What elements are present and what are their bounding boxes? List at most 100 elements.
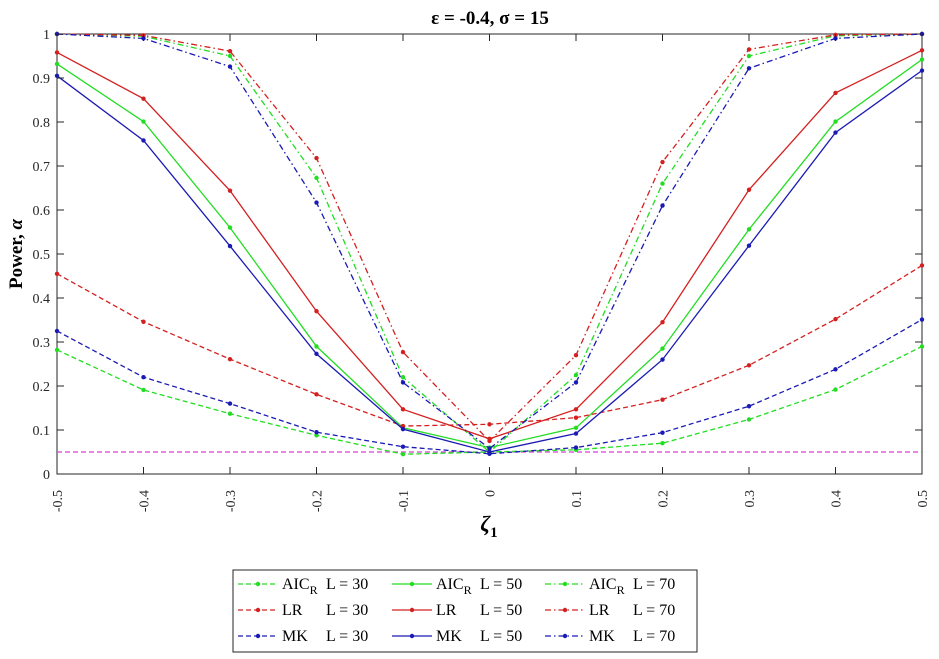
x-tick-label: -0.4 [138, 490, 153, 512]
data-point [141, 96, 146, 101]
legend-label: AICR L = 30 [282, 576, 368, 597]
data-point [746, 66, 752, 71]
data-point [833, 119, 838, 124]
legend-label: AICR L = 50 [436, 576, 522, 597]
x-axis-label-subscript: 1 [490, 525, 498, 541]
legend-entry: MK L = 30 [238, 628, 368, 645]
axis-ticks: -0.5 -0.4 -0.3 -0.2 -0.1 0 0.1 0.2 0.3 0.4 0.5 0 0.1… [33, 28, 932, 512]
data-point [227, 53, 233, 59]
x-tick-label: 0.1 [570, 490, 585, 508]
x-tick-label: 0.3 [743, 490, 758, 508]
data-point [227, 188, 233, 193]
data-point [314, 175, 319, 181]
x-tick-label: -0.2 [311, 490, 326, 512]
legend-method: AIC [282, 576, 310, 593]
data-point [919, 344, 925, 349]
y-tick-label: 0.4 [33, 292, 51, 307]
legend-label: MK L = 30 [282, 628, 368, 645]
legend-marker [255, 633, 261, 639]
y-axis-label-text: Power, [6, 234, 27, 289]
data-point [141, 119, 146, 124]
data-point [141, 387, 146, 393]
x-axis-label-symbol: ζ [480, 511, 491, 536]
legend-sample-size: L = 70 [633, 576, 675, 593]
data-point [487, 449, 492, 455]
data-point [400, 375, 406, 380]
legend-marker [255, 581, 261, 587]
data-point [314, 433, 319, 438]
data-point [833, 367, 838, 372]
data-point [746, 53, 752, 59]
data-point [833, 387, 838, 392]
series-mk-l-50 [54, 68, 925, 455]
data-point [141, 138, 146, 143]
data-point [227, 243, 233, 249]
legend-entry: LR L = 50 [392, 602, 522, 619]
data-point [487, 446, 492, 451]
data-point [573, 425, 579, 430]
legend-sample-size: L = 70 [633, 602, 675, 619]
data-point [227, 64, 233, 69]
data-point [54, 347, 60, 353]
data-point [746, 243, 752, 248]
data-point [487, 422, 492, 427]
data-point [400, 452, 406, 457]
legend-sample-size: L = 50 [480, 628, 522, 645]
data-point [54, 61, 60, 67]
legend-entry: LR L = 70 [545, 602, 675, 619]
legend-method: LR [436, 602, 457, 619]
data-point [660, 181, 665, 186]
legend-sample-size: L = 30 [326, 576, 368, 593]
legend-marker [255, 607, 261, 613]
legend-marker [562, 633, 568, 639]
data-point [573, 431, 579, 436]
legend-method: LR [589, 602, 610, 619]
legend-label: LR L = 70 [589, 602, 675, 619]
legend-marker [409, 607, 415, 613]
legend-label: LR L = 30 [282, 602, 368, 619]
y-tick-label: 0.2 [33, 380, 51, 395]
data-point [746, 417, 752, 422]
data-point [487, 438, 492, 444]
x-tick-label: -0.5 [51, 490, 66, 512]
data-point [400, 380, 406, 385]
data-point [660, 430, 665, 435]
legend-subscript: R [464, 583, 472, 597]
data-point [227, 225, 233, 230]
x-tick-label: 0.2 [657, 490, 672, 508]
legend-entry: LR L = 30 [238, 602, 368, 619]
y-tick-label: 0.3 [33, 336, 51, 351]
series-mk-l-30 [54, 317, 925, 456]
y-tick-label: 1 [43, 28, 50, 43]
data-point [573, 415, 579, 420]
legend-sample-size: L = 50 [480, 576, 522, 593]
data-point [833, 90, 838, 96]
data-point [660, 397, 665, 402]
y-tick-label: 0.8 [33, 116, 51, 131]
data-point [573, 353, 579, 358]
legend-subscript: R [310, 583, 318, 597]
data-point [400, 423, 406, 429]
data-point [919, 68, 925, 73]
data-point [400, 407, 406, 412]
x-tick-label: -0.1 [397, 490, 412, 512]
legend-sample-size: L = 50 [480, 602, 522, 619]
data-point [660, 203, 665, 208]
data-point [54, 271, 60, 276]
series-group [54, 31, 925, 457]
data-point [746, 363, 752, 368]
x-tick-label: 0 [484, 490, 499, 497]
data-point [227, 401, 233, 406]
legend-method: AIC [589, 576, 617, 593]
y-axis-label-symbol: α [6, 219, 27, 235]
data-point [746, 47, 752, 52]
y-tick-label: 0.5 [33, 248, 51, 263]
data-point [919, 57, 925, 62]
legend-method: MK [589, 628, 615, 645]
data-point [919, 48, 925, 53]
legend [232, 569, 698, 653]
legend-method: LR [282, 602, 303, 619]
y-tick-label: 0 [43, 468, 50, 483]
